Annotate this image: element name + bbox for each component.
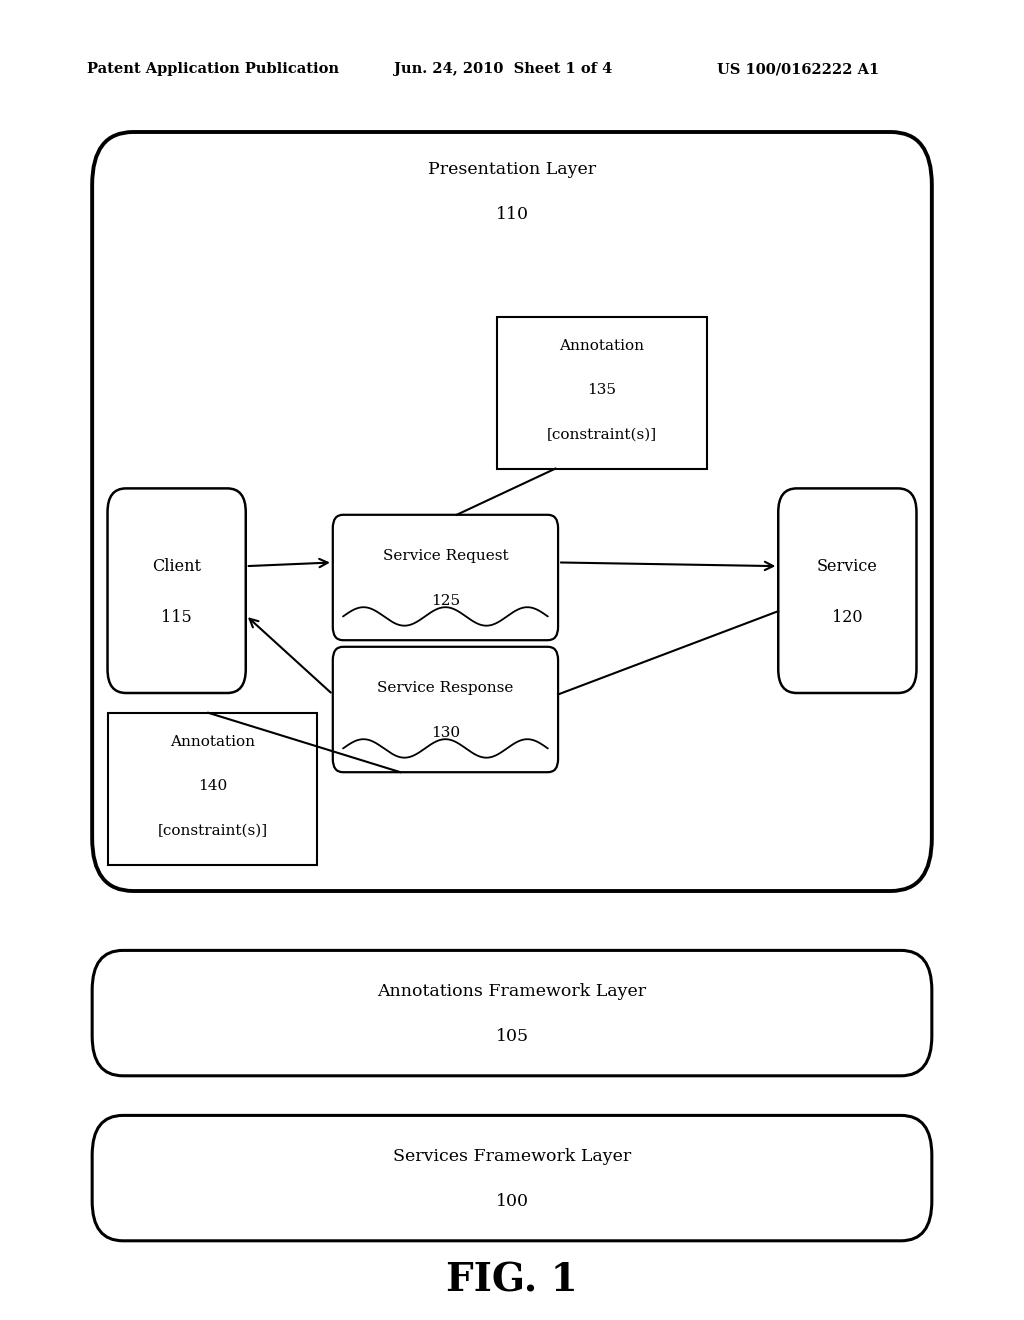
- Text: Services Framework Layer: Services Framework Layer: [393, 1148, 631, 1166]
- Text: 135: 135: [587, 383, 616, 397]
- FancyBboxPatch shape: [92, 132, 932, 891]
- FancyBboxPatch shape: [108, 488, 246, 693]
- Text: FIG. 1: FIG. 1: [446, 1262, 578, 1299]
- Bar: [497, 317, 707, 469]
- Text: Service Request: Service Request: [383, 549, 508, 564]
- Text: 105: 105: [496, 1028, 528, 1045]
- Text: Client: Client: [153, 558, 201, 576]
- Text: 120: 120: [833, 609, 862, 626]
- Text: Annotation: Annotation: [170, 735, 255, 750]
- Text: 100: 100: [496, 1193, 528, 1210]
- FancyBboxPatch shape: [333, 515, 558, 640]
- FancyBboxPatch shape: [92, 1115, 932, 1241]
- Text: 140: 140: [198, 779, 227, 793]
- Text: [constraint(s)]: [constraint(s)]: [547, 428, 656, 442]
- Text: Patent Application Publication: Patent Application Publication: [87, 62, 339, 77]
- FancyBboxPatch shape: [778, 488, 916, 693]
- Text: Annotations Framework Layer: Annotations Framework Layer: [378, 983, 646, 1001]
- Text: Service: Service: [817, 558, 878, 576]
- Text: Jun. 24, 2010  Sheet 1 of 4: Jun. 24, 2010 Sheet 1 of 4: [394, 62, 612, 77]
- Text: US 100/0162222 A1: US 100/0162222 A1: [717, 62, 879, 77]
- Text: 115: 115: [161, 609, 193, 626]
- FancyBboxPatch shape: [92, 950, 932, 1076]
- Text: 125: 125: [431, 594, 460, 609]
- Text: Service Response: Service Response: [377, 681, 514, 696]
- Text: Presentation Layer: Presentation Layer: [428, 161, 596, 178]
- Text: Annotation: Annotation: [559, 339, 644, 354]
- Text: [constraint(s)]: [constraint(s)]: [158, 824, 267, 838]
- Bar: [108, 713, 317, 865]
- Text: 110: 110: [496, 206, 528, 223]
- FancyBboxPatch shape: [333, 647, 558, 772]
- Text: 130: 130: [431, 726, 460, 741]
